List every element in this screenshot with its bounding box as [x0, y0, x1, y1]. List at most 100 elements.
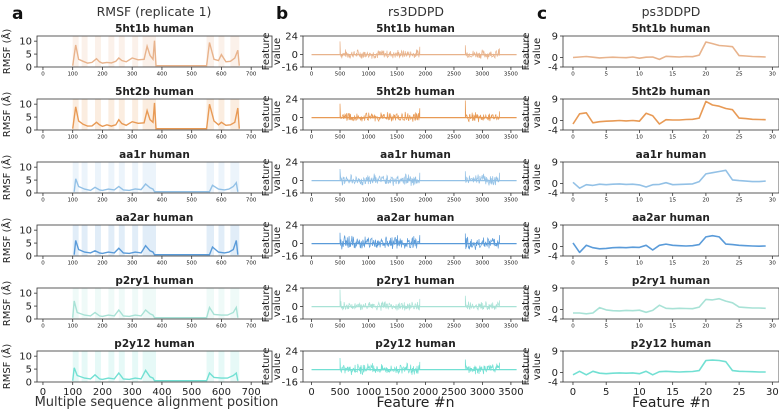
- x-tick-label: 30: [769, 324, 776, 330]
- region-shade: [142, 351, 156, 382]
- y-tick-label: 5: [26, 50, 32, 61]
- region-shade: [72, 36, 79, 67]
- x-tick-label: 500: [186, 72, 197, 78]
- ps3ddpd-line: [572, 234, 766, 254]
- x-tick-label: 10: [636, 72, 643, 78]
- y-tick-label: 0: [292, 365, 298, 376]
- y-axis-label: value: [532, 164, 543, 191]
- region-shade: [206, 225, 214, 256]
- y-tick-label: 9: [552, 95, 558, 106]
- panel-title: ps3DDPD: [642, 4, 701, 19]
- region-shade: [230, 351, 240, 382]
- x-tick-label: 600: [212, 387, 231, 398]
- x-tick-label: 300: [123, 387, 142, 398]
- feature-signal: [339, 168, 421, 186]
- feature-signal: [464, 171, 500, 186]
- ps3ddpd-line: [573, 297, 766, 315]
- x-tick-label: 0: [310, 72, 314, 78]
- x-tick-label: 3500: [498, 387, 523, 398]
- y-axis-label: RMSF (Å): [0, 344, 13, 390]
- axes-frame: [36, 98, 273, 131]
- region-shade: [108, 99, 115, 130]
- x-tick-label: 3000: [470, 387, 495, 398]
- x-tick-label: 3000: [475, 72, 489, 78]
- x-tick-label: 3500: [504, 72, 518, 78]
- x-tick-label: 0: [308, 387, 314, 398]
- x-tick-label: 2500: [447, 72, 461, 78]
- x-tick-label: 200: [97, 261, 108, 267]
- y-axis-label: RMSF (Å): [0, 281, 13, 327]
- x-tick-label: 3500: [504, 324, 518, 330]
- x-tick-label: 400: [152, 387, 171, 398]
- y-tick-label: 0: [552, 368, 558, 379]
- x-axis-label: Feature #n: [632, 395, 710, 411]
- region-shade: [72, 99, 79, 130]
- subplot-title: aa2ar human: [377, 212, 455, 224]
- y-tick-label: 9: [552, 347, 558, 358]
- subplot-title: 5ht2b human: [376, 86, 455, 98]
- region-shade: [95, 351, 101, 382]
- x-tick-label: 500: [186, 261, 197, 267]
- y-tick-label: -4: [548, 252, 558, 263]
- y-axis-label: value: [272, 164, 283, 191]
- region-shade: [218, 162, 225, 193]
- ps3ddpd-line: [572, 359, 766, 376]
- x-tick-label: 500: [335, 324, 346, 330]
- y-tick-label: 0: [26, 315, 32, 326]
- region-shade: [132, 162, 139, 193]
- region-shade: [95, 225, 101, 256]
- x-tick-label: 0: [40, 387, 46, 398]
- feature-signal: [339, 103, 421, 123]
- x-tick-label: 1000: [362, 324, 376, 330]
- axes-frame: [562, 224, 779, 257]
- x-tick-label: 5: [604, 324, 608, 330]
- feature-signal: [339, 357, 421, 376]
- x-tick-label: 5: [603, 387, 609, 398]
- y-tick-label: 0: [26, 189, 32, 200]
- axes-frame: [302, 161, 529, 194]
- x-tick-label: 3500: [504, 261, 518, 267]
- x-tick-label: 700: [246, 135, 257, 141]
- feature-signal: [464, 45, 500, 60]
- x-tick-label: 500: [186, 324, 197, 330]
- region-shade: [218, 36, 225, 67]
- y-tick-label: -16: [282, 63, 298, 74]
- y-tick-label: 0: [552, 116, 558, 127]
- region-shade: [218, 288, 225, 319]
- x-tick-label: 100: [63, 387, 82, 398]
- y-tick-label: 10: [19, 37, 32, 48]
- y-axis-label: value: [532, 38, 543, 65]
- x-tick-label: 0: [571, 324, 575, 330]
- y-tick-label: 24: [285, 95, 298, 106]
- x-tick-label: 3000: [475, 198, 489, 204]
- region-shade: [118, 288, 125, 319]
- x-tick-label: 1500: [390, 198, 404, 204]
- rmsf-line: [73, 240, 239, 256]
- y-axis-label: value: [272, 290, 283, 317]
- subplot-title: p2y12 human: [375, 338, 455, 350]
- region-shade: [72, 162, 79, 193]
- y-axis-label: Feature: [521, 348, 532, 386]
- rmsf-line: [72, 367, 239, 382]
- region-shade: [81, 99, 88, 130]
- axes-frame: [562, 98, 779, 131]
- y-axis-label: Feature: [521, 96, 532, 134]
- x-tick-label: 25: [736, 324, 743, 330]
- x-tick-label: 3000: [475, 135, 489, 141]
- x-axis-label: Feature #n: [377, 395, 455, 411]
- subplot-title: 5ht2b human: [632, 86, 711, 98]
- region-shade: [206, 36, 214, 67]
- x-tick-label: 15: [669, 135, 676, 141]
- y-tick-label: -16: [282, 126, 298, 137]
- x-tick-label: 2000: [418, 135, 432, 141]
- x-tick-label: 500: [186, 135, 197, 141]
- subplot-title: aa1r human: [380, 149, 451, 161]
- y-axis-label: Feature: [261, 348, 272, 386]
- y-tick-label: 0: [552, 179, 558, 190]
- x-tick-label: 10: [633, 387, 646, 398]
- region-shade: [118, 225, 125, 256]
- subplot-title: p2ry1 human: [632, 275, 710, 287]
- x-tick-label: 100: [67, 135, 78, 141]
- x-tick-label: 100: [67, 72, 78, 78]
